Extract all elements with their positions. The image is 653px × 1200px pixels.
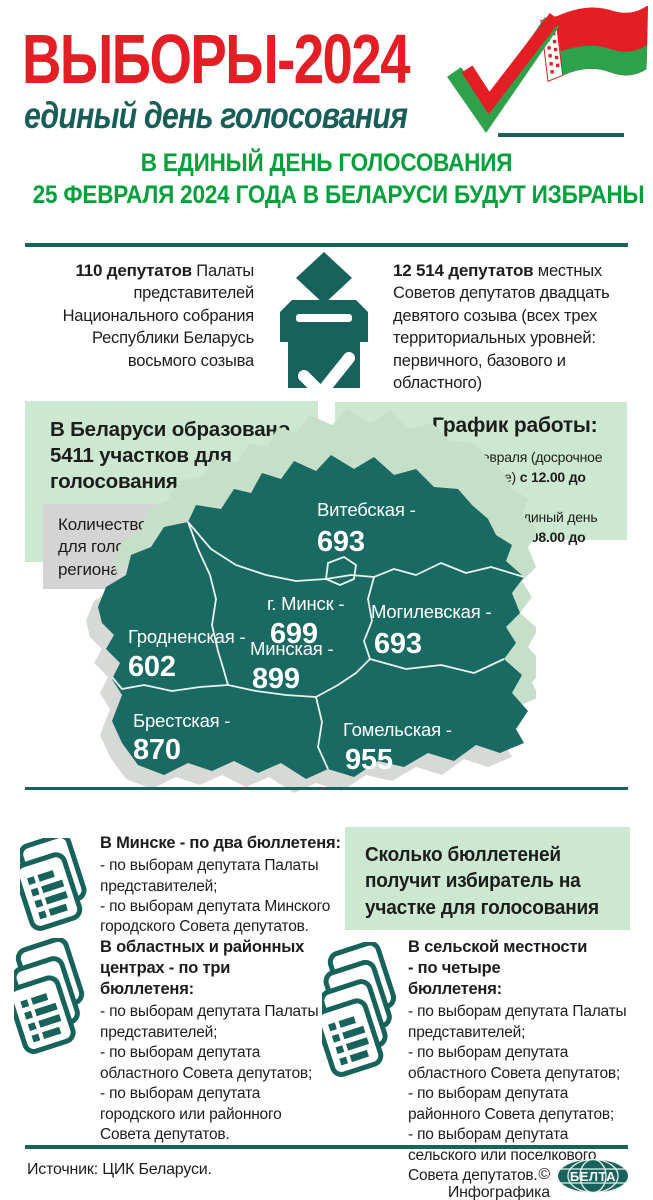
block-item: - по выборам депутата сельского или посе…: [408, 1126, 597, 1184]
ballot-block-rural: В сельской местности - по четыре бюллете…: [408, 937, 638, 1186]
region-value: 699: [270, 618, 318, 650]
block-item: - по выборам депутата районного Совета д…: [408, 1085, 615, 1123]
summary-right: 12 514 депутатов местных Советов депутат…: [393, 259, 643, 395]
block-heading: В сельской местности - по четыре бюллете…: [408, 938, 588, 999]
ballot-box-icon: [280, 252, 368, 388]
schedule-title: График работы:: [432, 414, 598, 437]
page-subtitle: единый день голосования: [24, 95, 408, 136]
region-name: Минская -: [250, 638, 334, 659]
question-box: Сколько бюллетеней получит избиратель на…: [345, 827, 630, 930]
belarus-map: Витебская - 693 г. Минск - 699 Могилевск…: [86, 409, 536, 793]
region-borders: [111, 521, 525, 770]
region-value: 955: [345, 744, 393, 776]
checkmark-icon: [447, 13, 561, 133]
block-item: - по выборам депутата областного Совета …: [100, 1044, 313, 1082]
region-name: Могилевская -: [371, 601, 491, 622]
block-heading: В областных и районных центрах - по три …: [100, 938, 305, 999]
region-value: 693: [374, 628, 422, 660]
page-title: ВЫБОРЫ-2024: [22, 20, 411, 98]
region-value: 602: [128, 651, 176, 683]
stations-headline: В Беларуси образовано 5411 участков для …: [50, 418, 290, 494]
block-item: - по выборам депутата Палаты представите…: [408, 1003, 627, 1041]
region-labels: Витебская - 693 г. Минск - 699 Могилевск…: [128, 499, 492, 776]
divider-top: [25, 243, 628, 247]
belta-logo: БЕЛТА: [558, 1158, 628, 1194]
ballot-block-minsk: В Минске - по два бюллетеня: - по выбора…: [100, 833, 345, 938]
region-name: г. Минск -: [267, 593, 344, 614]
footer-credit: © Инфографика: [447, 1166, 550, 1200]
block-item: - по выборам депутата городского или рай…: [100, 1085, 282, 1144]
divider-footer: [25, 1145, 628, 1149]
block-item: - по выборам депутата Минского городског…: [100, 898, 331, 936]
footer-source: Источник: ЦИК Беларуси.: [27, 1161, 212, 1178]
belarus-flag-icon: [447, 6, 649, 137]
region-value: 899: [252, 663, 300, 695]
region-name: Гродненская -: [128, 626, 245, 647]
ballot-block-district: В областных и районных центрах - по три …: [100, 937, 328, 1146]
block-item: - по выборам депутата областного Совета …: [408, 1044, 621, 1082]
summary-left: 110 депутатов Палаты представителей Наци…: [38, 259, 255, 372]
region-value: 693: [317, 526, 365, 558]
belta-logo-text: БЕЛТА: [570, 1169, 616, 1184]
block-item: - по выборам депутата Палаты представите…: [100, 1003, 319, 1041]
ballot-papers-two-icon: [20, 838, 87, 931]
summary-left-text: Палаты представителей Национального собр…: [62, 262, 255, 370]
block-heading: В Минске - по два бюллетеня:: [100, 834, 341, 852]
region-name: Брестская -: [133, 710, 230, 731]
region-name: Гомельская -: [343, 719, 452, 740]
summary-right-text: местных Советов депутатов двадцать девят…: [393, 262, 610, 393]
block-item: - по выборам депутата Палаты представите…: [100, 857, 319, 895]
banner-line-2: 25 ФЕВРАЛЯ 2024 ГОДА В БЕЛАРУСИ БУДУТ ИЗ…: [32, 181, 645, 209]
banner-line-1: В ЕДИНЫЙ ДЕНЬ ГОЛОСОВАНИЯ: [140, 149, 513, 177]
question-text: Сколько бюллетеней получит избиратель на…: [365, 844, 599, 919]
ballot-papers-three-icon: [14, 938, 85, 1054]
checkmark-flag-logo: [447, 6, 649, 137]
region-name: Витебская -: [317, 499, 416, 520]
region-value: 870: [133, 734, 181, 766]
check-icon: [298, 352, 355, 388]
logo-underline: [498, 133, 624, 137]
divider-middle: [25, 787, 628, 790]
summary-left-number: 110 депутатов: [75, 261, 192, 280]
summary-right-number: 12 514 депутатов: [393, 261, 534, 280]
ballot-papers-four-icon: [322, 942, 397, 1077]
